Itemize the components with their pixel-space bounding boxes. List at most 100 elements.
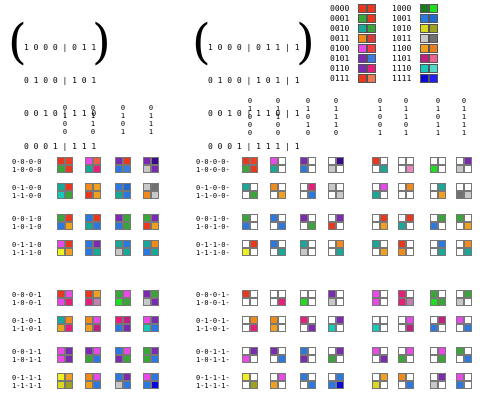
block-cell — [115, 290, 123, 298]
block-cell — [308, 373, 316, 381]
column-header-right: 0 1 1 1 1 — [461, 97, 467, 137]
block-cell — [242, 191, 250, 199]
matrix-right-rows: 1 0 0 0 | 0 1 1 | 1 0 1 0 0 | 1 0 1 | 1 … — [208, 20, 300, 174]
color-key-swatch — [358, 34, 367, 43]
block-cell — [430, 347, 438, 355]
color-key-swatch — [420, 54, 429, 63]
block-cell — [406, 214, 414, 222]
color-key-code: 0100 — [330, 44, 350, 53]
block-cell — [398, 240, 406, 248]
block-cell — [398, 165, 406, 173]
block-cell — [430, 222, 438, 230]
block-cell — [270, 183, 278, 191]
block-cell — [242, 347, 250, 355]
block-cell — [270, 222, 278, 230]
block-cell — [308, 298, 316, 306]
block-cell — [143, 298, 151, 306]
block-cell — [57, 191, 65, 199]
block-cell — [430, 157, 438, 165]
block-cell — [406, 191, 414, 199]
block-cell — [278, 165, 286, 173]
color-key-swatch — [420, 14, 429, 23]
block-cell — [380, 157, 388, 165]
block-cell — [278, 183, 286, 191]
block-cell — [308, 248, 316, 256]
column-header-right: 0 1 1 0 1 — [403, 97, 409, 137]
block-cell — [456, 347, 464, 355]
block-cell — [270, 298, 278, 306]
block-cell — [123, 183, 131, 191]
block-cell — [430, 298, 438, 306]
matrix-right-row: 0 1 0 0 | 1 0 1 | 1 — [208, 76, 300, 85]
block-cell — [65, 381, 73, 389]
block-cell — [372, 381, 380, 389]
block-cell — [123, 324, 131, 332]
block-cell — [242, 298, 250, 306]
block-cell — [380, 316, 388, 324]
block-cell — [464, 248, 472, 256]
block-cell — [456, 157, 464, 165]
block-cell — [372, 214, 380, 222]
left-paren: ( — [8, 14, 27, 70]
color-key-code: 0111 — [330, 74, 350, 83]
color-key-swatch — [429, 24, 438, 33]
block-cell — [250, 157, 258, 165]
color-key-code: 0010 — [330, 24, 350, 33]
block-cell — [65, 373, 73, 381]
row-label-left: 0-0-1-1 1-0-1-1 — [12, 348, 42, 364]
block-cell — [456, 316, 464, 324]
block-cell — [380, 248, 388, 256]
block-cell — [57, 298, 65, 306]
block-cell — [438, 324, 446, 332]
color-key-swatch — [429, 64, 438, 73]
block-cell — [57, 214, 65, 222]
block-cell — [464, 191, 472, 199]
color-key-swatch — [367, 64, 376, 73]
right-paren: ) — [296, 14, 315, 70]
block-cell — [398, 157, 406, 165]
color-key-swatch — [367, 14, 376, 23]
color-key-code: 1001 — [392, 14, 412, 23]
block-cell — [242, 240, 250, 248]
block-cell — [85, 316, 93, 324]
block-cell — [406, 316, 414, 324]
block-cell — [336, 324, 344, 332]
block-cell — [464, 381, 472, 389]
block-cell — [336, 248, 344, 256]
block-cell — [65, 316, 73, 324]
row-label-left: 0-1-0-0 1-1-0-0 — [12, 184, 42, 200]
block-cell — [151, 347, 159, 355]
block-cell — [250, 191, 258, 199]
block-cell — [336, 290, 344, 298]
block-cell — [151, 157, 159, 165]
color-key-swatch — [367, 24, 376, 33]
block-cell — [143, 165, 151, 173]
block-cell — [93, 381, 101, 389]
color-key-code: 1101 — [392, 54, 412, 63]
block-cell — [406, 157, 414, 165]
block-cell — [308, 355, 316, 363]
block-cell — [143, 347, 151, 355]
block-cell — [93, 324, 101, 332]
block-cell — [438, 316, 446, 324]
block-cell — [328, 214, 336, 222]
block-cell — [85, 222, 93, 230]
block-cell — [250, 248, 258, 256]
left-paren: ( — [192, 14, 211, 70]
block-cell — [300, 157, 308, 165]
block-cell — [85, 324, 93, 332]
block-cell — [278, 381, 286, 389]
block-cell — [65, 240, 73, 248]
block-cell — [278, 347, 286, 355]
color-key-swatch — [367, 54, 376, 63]
color-key-swatch — [429, 44, 438, 53]
block-cell — [380, 183, 388, 191]
block-cell — [430, 240, 438, 248]
block-cell — [336, 165, 344, 173]
block-cell — [406, 290, 414, 298]
block-cell — [151, 214, 159, 222]
row-label-right: 0-0-0-1- 1-0-0-1- — [196, 291, 230, 307]
block-cell — [65, 222, 73, 230]
block-cell — [430, 191, 438, 199]
block-cell — [65, 298, 73, 306]
